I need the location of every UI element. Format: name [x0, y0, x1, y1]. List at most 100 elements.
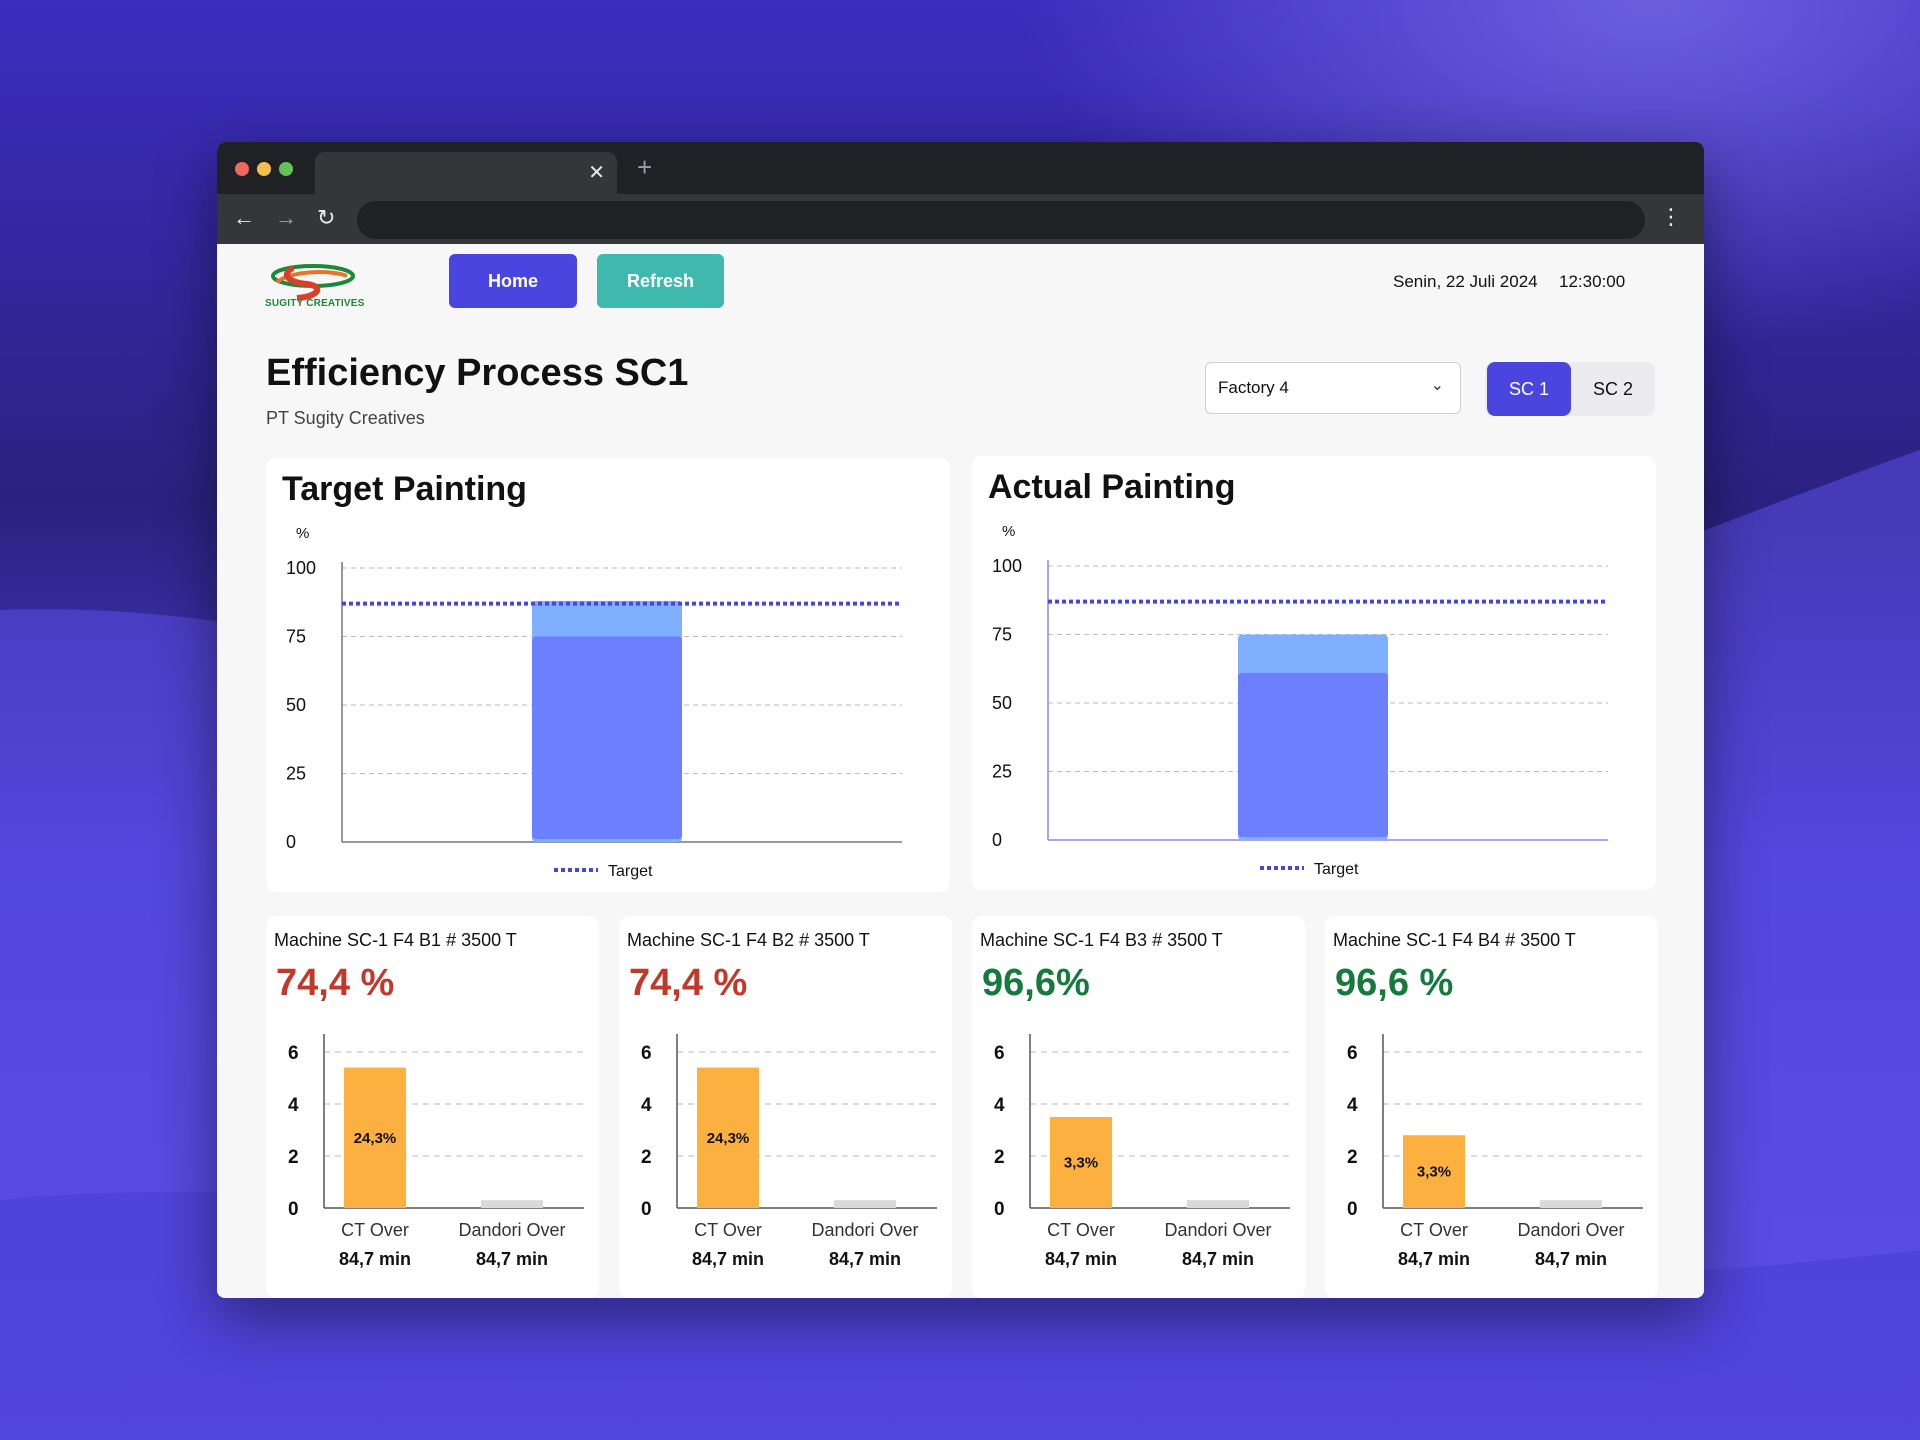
actual-painting-chart: % 0 25 50 75 100 Target: [992, 523, 1608, 878]
machine-b2-title: Machine SC-1 F4 B2 # 3500 T: [627, 930, 870, 950]
machine-b1-title: Machine SC-1 F4 B1 # 3500 T: [274, 930, 517, 950]
back-icon[interactable]: ←: [233, 205, 255, 230]
current-date: Senin, 22 Juli 2024: [1393, 272, 1538, 291]
y-tick-label: 0: [1347, 1199, 1358, 1220]
sc-segmented-control: SC 1 SC 2: [1485, 362, 1655, 416]
machine-card-b1: 0 2 4 6 CT Over 84,7 min Dandori Over 84,7 min 2…: [266, 916, 599, 1298]
reload-icon[interactable]: ↻: [317, 205, 336, 230]
minutes-label: 84,7 min: [829, 1249, 901, 1269]
y-tick-label: 0: [992, 830, 1002, 850]
legend-target-label: Target: [1314, 861, 1359, 878]
bar-value-label: 3,3%: [1417, 1164, 1451, 1181]
x-category-label: CT Over: [1400, 1220, 1468, 1240]
browser-tab[interactable]: ✕: [315, 152, 617, 194]
target-painting-card: Target Painting % 0 25 50 75 100 Target: [266, 458, 950, 892]
y-unit-label: %: [296, 525, 309, 542]
segment-sc1[interactable]: SC 1: [1487, 362, 1571, 416]
y-tick-label: 100: [286, 558, 316, 578]
browser-toolbar: ← → ↻ ⋮: [217, 194, 1704, 244]
x-category-label: Dandori Over: [811, 1220, 918, 1240]
y-unit-label: %: [1002, 523, 1015, 540]
dandori-over-bar: [834, 1200, 896, 1208]
address-bar[interactable]: [357, 201, 1645, 239]
minutes-label: 84,7 min: [476, 1249, 548, 1269]
y-tick-label: 2: [994, 1147, 1005, 1168]
factory-select[interactable]: Factory 4 ⌄: [1205, 362, 1461, 414]
close-window-dot[interactable]: [235, 162, 249, 176]
y-tick-label: 2: [641, 1147, 652, 1168]
bar-value-label: 24,3%: [354, 1130, 397, 1147]
maximize-window-dot[interactable]: [279, 162, 293, 176]
y-tick-label: 4: [288, 1095, 299, 1116]
actual-painting-title: Actual Painting: [988, 468, 1236, 506]
machine-b2-chart: 0 2 4 6 CT Over 84,7 min Dandori Over 84,7 min 2…: [641, 1034, 937, 1269]
minimize-window-dot[interactable]: [257, 162, 271, 176]
x-category-label: CT Over: [1047, 1220, 1115, 1240]
x-category-label: CT Over: [341, 1220, 409, 1240]
dandori-over-bar: [1187, 1200, 1249, 1208]
ct-over-bar: [344, 1067, 406, 1208]
machine-b3-efficiency: 96,6%: [982, 962, 1090, 1004]
y-tick-label: 6: [641, 1043, 652, 1064]
machine-b4-title: Machine SC-1 F4 B4 # 3500 T: [1333, 930, 1576, 950]
machine-b1-efficiency: 74,4 %: [276, 962, 395, 1004]
ct-over-bar: [697, 1067, 759, 1208]
ct-over-bar: [1050, 1117, 1112, 1208]
y-tick-label: 50: [992, 693, 1012, 713]
y-tick-label: 4: [641, 1095, 652, 1116]
machine-card-b4: 0 2 4 6 CT Over 84,7 min Dandori Over 84,7 min 3…: [1325, 916, 1658, 1298]
minutes-label: 84,7 min: [692, 1249, 764, 1269]
minutes-label: 84,7 min: [1398, 1249, 1470, 1269]
bar-main-segment: [532, 636, 682, 839]
y-tick-label: 6: [1347, 1043, 1358, 1064]
dandori-over-bar: [481, 1200, 543, 1208]
y-tick-label: 0: [288, 1199, 299, 1220]
bar-value-label: 24,3%: [707, 1130, 750, 1147]
sugity-logo: [271, 264, 355, 301]
y-tick-label: 25: [992, 762, 1012, 782]
minutes-label: 84,7 min: [1535, 1249, 1607, 1269]
y-tick-label: 0: [286, 832, 296, 852]
y-tick-label: 6: [288, 1043, 299, 1064]
minutes-label: 84,7 min: [1045, 1249, 1117, 1269]
home-button[interactable]: Home: [449, 254, 577, 308]
factory-select-value: Factory 4: [1218, 378, 1289, 397]
y-tick-label: 75: [992, 625, 1012, 645]
y-tick-label: 4: [994, 1095, 1005, 1116]
machine-b3-title: Machine SC-1 F4 B3 # 3500 T: [980, 930, 1223, 950]
forward-icon[interactable]: →: [275, 205, 297, 230]
segment-sc2[interactable]: SC 2: [1592, 378, 1634, 399]
current-time: 12:30:00: [1559, 272, 1626, 291]
dandori-over-bar: [1540, 1200, 1602, 1208]
x-category-label: CT Over: [694, 1220, 762, 1240]
machine-card-b2: 0 2 4 6 CT Over 84,7 min Dandori Over 84,7 min 2…: [619, 916, 952, 1298]
legend-target-label: Target: [608, 863, 653, 880]
browser-menu-icon[interactable]: ⋮: [1660, 204, 1682, 229]
y-tick-label: 0: [994, 1199, 1005, 1220]
new-tab-icon[interactable]: +: [637, 152, 653, 182]
page-title: Efficiency Process SC1: [266, 352, 689, 394]
close-tab-icon[interactable]: ✕: [588, 162, 605, 184]
logo-text: SUGITY CREATIVES: [265, 298, 365, 309]
ct-over-bar: [1403, 1135, 1465, 1208]
x-category-label: Dandori Over: [1164, 1220, 1271, 1240]
actual-painting-card: Actual Painting % 0 25 50 75 100 Target: [972, 456, 1656, 890]
machine-b1-chart: 0 2 4 6 CT Over 84,7 min Dandori Over 84,7 min 2…: [288, 1034, 584, 1269]
dashboard-page: SUGITY CREATIVES Home Refresh Senin, 22 …: [217, 244, 1704, 1298]
y-tick-label: 25: [286, 764, 306, 784]
y-tick-label: 50: [286, 695, 306, 715]
minutes-label: 84,7 min: [1182, 1249, 1254, 1269]
bar-value-label: 3,3%: [1064, 1155, 1098, 1172]
machine-b4-chart: 0 2 4 6 CT Over 84,7 min Dandori Over 84,7 min 3…: [1347, 1034, 1643, 1269]
x-category-label: Dandori Over: [458, 1220, 565, 1240]
browser-tabbar: ✕ +: [217, 142, 1704, 194]
browser-window: ✕ + ← → ↻ ⋮ SUGITY CREATIVES Home Refres…: [217, 142, 1704, 1298]
target-painting-chart: % 0 25 50 75 100 Target: [286, 525, 902, 880]
y-tick-label: 2: [288, 1147, 299, 1168]
x-category-label: Dandori Over: [1517, 1220, 1624, 1240]
y-tick-label: 6: [994, 1043, 1005, 1064]
machine-b3-chart: 0 2 4 6 CT Over 84,7 min Dandori Over 84,7 min 3…: [994, 1034, 1290, 1269]
y-tick-label: 100: [992, 556, 1022, 576]
refresh-button[interactable]: Refresh: [597, 254, 724, 308]
y-tick-label: 2: [1347, 1147, 1358, 1168]
